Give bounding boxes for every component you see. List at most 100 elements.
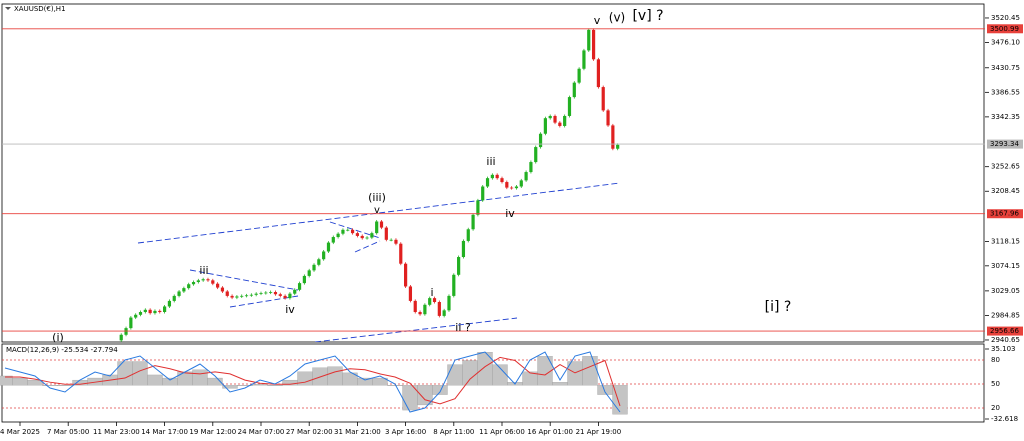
- level-label: 3293.34: [990, 140, 1019, 148]
- wave-label: iv: [505, 207, 515, 220]
- candle: [428, 298, 432, 305]
- macd-bar: [582, 356, 598, 386]
- candle: [534, 147, 538, 163]
- x-tick-label: 3 Apr 16:00: [385, 428, 426, 436]
- candle: [167, 300, 172, 307]
- x-tick-label: 7 Mar 05:00: [47, 428, 89, 436]
- candle: [365, 237, 369, 239]
- candle: [384, 227, 388, 240]
- y-tick-label: 35.103: [991, 345, 1016, 353]
- macd-bar: [492, 364, 508, 386]
- candle: [389, 239, 393, 241]
- macd-bar: [42, 385, 58, 386]
- y-tick-label: -32.618: [991, 415, 1018, 423]
- candle: [519, 180, 523, 187]
- macd-bar: [447, 364, 463, 386]
- candle: [563, 115, 567, 126]
- candle: [587, 29, 591, 51]
- y-tick-label: 3118.15: [991, 237, 1020, 245]
- candle: [476, 200, 480, 215]
- candle: [461, 240, 466, 258]
- wave-label: ii ?: [455, 321, 471, 334]
- level-label-box: [987, 24, 1023, 34]
- y2-tick-label: 80: [991, 356, 1000, 364]
- y-tick-label: 3074.15: [991, 262, 1020, 270]
- channel-lower: [314, 317, 518, 342]
- macd-bar: [27, 379, 43, 386]
- macd-bar: [267, 385, 283, 386]
- candle: [577, 68, 581, 83]
- candle: [158, 310, 162, 313]
- x-tick-label: 19 Mar 12:00: [189, 428, 236, 436]
- macd-bar: [192, 369, 208, 386]
- wave-label: iv: [285, 303, 295, 316]
- candle: [259, 293, 263, 294]
- y2-tick-label: 50: [991, 380, 1000, 388]
- candle: [322, 251, 326, 260]
- level-label-box: [987, 209, 1023, 219]
- macd-bar: [252, 384, 268, 386]
- level-label-box: [987, 326, 1023, 336]
- candle: [312, 264, 316, 271]
- candle: [408, 286, 413, 301]
- chart-title: XAUUSD(€),H1: [14, 5, 66, 13]
- candle: [216, 283, 220, 288]
- candle: [355, 233, 359, 236]
- candle: [423, 304, 427, 315]
- candle: [143, 309, 147, 313]
- candle: [129, 317, 133, 329]
- macd-bar: [552, 382, 568, 386]
- candle: [567, 97, 572, 116]
- candle: [225, 291, 229, 296]
- candle: [394, 239, 398, 244]
- title-icon: [5, 7, 11, 10]
- candle: [510, 187, 514, 189]
- candle: [500, 178, 504, 183]
- wedge-line: [354, 240, 381, 253]
- candle: [591, 29, 596, 60]
- candle: [326, 242, 331, 252]
- candle: [254, 293, 258, 295]
- macd-bar: [597, 385, 613, 395]
- candle: [273, 292, 278, 295]
- macd-bar: [12, 377, 28, 386]
- price-plot: [119, 28, 620, 342]
- candle: [240, 295, 244, 297]
- y-tick-label: 3342.35: [991, 113, 1020, 121]
- candle: [572, 82, 576, 98]
- x-tick-label: 11 Apr 06:00: [479, 428, 525, 436]
- wave-label: (v): [609, 11, 625, 25]
- x-tick-label: 21 Apr 19:00: [576, 428, 622, 436]
- x-tick-label: 4 Mar 2025: [0, 428, 40, 436]
- candle: [360, 235, 364, 239]
- macd-bar: [357, 377, 373, 386]
- candle: [529, 162, 533, 173]
- candle: [538, 133, 543, 148]
- wave-label: v: [594, 14, 601, 27]
- macd-bar: [432, 385, 448, 395]
- candle: [278, 294, 282, 296]
- candle: [548, 115, 552, 119]
- candle: [553, 115, 557, 123]
- candle: [187, 284, 191, 289]
- wave-label: iii: [199, 264, 208, 277]
- candle: [399, 243, 403, 264]
- candle: [317, 259, 321, 265]
- candle: [196, 280, 200, 283]
- title-group: XAUUSD(€),H1: [5, 5, 66, 13]
- candle: [341, 229, 345, 234]
- candle: [293, 289, 297, 294]
- candle: [153, 310, 157, 314]
- candle: [191, 282, 196, 285]
- candle: [611, 125, 615, 149]
- x-tick-label: 8 Apr 11:00: [433, 428, 474, 436]
- wave-label: [i] ?: [765, 299, 792, 315]
- macd-bar: [207, 377, 223, 386]
- candle: [558, 122, 562, 126]
- candle: [331, 237, 335, 243]
- candle: [481, 186, 485, 201]
- candle: [148, 309, 152, 314]
- indicator-line: [5, 356, 621, 407]
